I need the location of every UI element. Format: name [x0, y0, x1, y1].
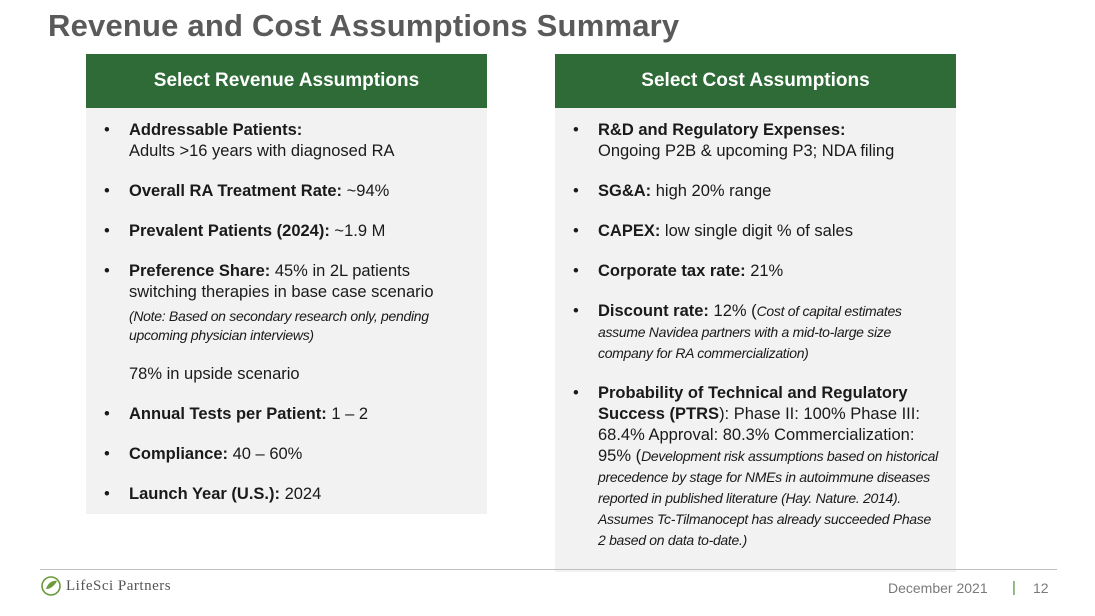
item-text: 21%: [745, 262, 784, 280]
item-note: Cost of capital estimates assume Navidea…: [598, 303, 902, 361]
bullet-icon: •: [104, 121, 110, 139]
revenue-item-addressable-patients: • Addressable Patients: Adults >16 years…: [104, 120, 469, 162]
item-label: Corporate tax rate:: [598, 262, 746, 280]
footer-separator: |: [1012, 579, 1016, 596]
cost-item-ptrs: • Probability of Technical and Regulator…: [573, 383, 938, 551]
bullet-icon: •: [573, 121, 579, 139]
revenue-item-annual-tests: • Annual Tests per Patient: 1 – 2: [104, 404, 469, 425]
bullet-icon: •: [573, 222, 579, 240]
item-label: SG&A:: [598, 182, 652, 200]
bullet-icon: •: [573, 384, 579, 402]
item-label: Probability of Technical and Regulatory …: [598, 384, 908, 423]
bullet-icon: •: [573, 182, 579, 200]
company-logo: LifeSci Partners: [40, 575, 171, 597]
item-text: 12% (: [708, 302, 757, 320]
item-text: 1 – 2: [326, 405, 369, 423]
item-text: 40 – 60%: [228, 445, 303, 463]
revenue-item-treatment-rate: • Overall RA Treatment Rate: ~94%: [104, 181, 469, 202]
item-text: Ongoing P2B & upcoming P3; NDA filing: [598, 142, 895, 160]
item-label: Preference Share:: [129, 262, 271, 280]
item-text: 2024: [279, 485, 322, 503]
item-extra: 78% in upside scenario: [129, 365, 300, 383]
item-text: Adults >16 years with diagnosed RA: [129, 142, 395, 160]
item-label: Prevalent Patients (2024):: [129, 222, 330, 240]
bullet-icon: •: [104, 405, 110, 423]
bullet-icon: •: [104, 485, 110, 503]
item-text: 45% in 2L patients switching therapies i…: [129, 262, 434, 301]
cost-panel-header: Select Cost Assumptions: [555, 54, 956, 108]
cost-item-sga: • SG&A: high 20% range: [573, 181, 938, 202]
bullet-icon: •: [104, 262, 110, 280]
item-label: Compliance:: [129, 445, 229, 463]
item-label: Overall RA Treatment Rate:: [129, 182, 343, 200]
item-label: Launch Year (U.S.):: [129, 485, 280, 503]
bullet-icon: •: [104, 182, 110, 200]
revenue-list: • Addressable Patients: Adults >16 years…: [86, 108, 487, 505]
logo-text: LifeSci Partners: [66, 577, 172, 594]
item-label: R&D and Regulatory Expenses:: [598, 121, 846, 139]
item-note: (Note: Based on secondary research only,…: [129, 308, 429, 343]
cost-item-rd-expenses: • R&D and Regulatory Expenses: Ongoing P…: [573, 120, 938, 162]
revenue-item-compliance: • Compliance: 40 – 60%: [104, 444, 469, 465]
cost-item-discount-rate: • Discount rate: 12% (Cost of capital es…: [573, 301, 938, 364]
cost-list: • R&D and Regulatory Expenses: Ongoing P…: [555, 108, 956, 551]
page-title: Revenue and Cost Assumptions Summary: [48, 8, 680, 43]
item-note: Development risk assumptions based on hi…: [598, 448, 938, 548]
item-text: ~94%: [342, 182, 390, 200]
footer-date: December 2021: [888, 580, 988, 596]
bullet-icon: •: [573, 262, 579, 280]
item-label: CAPEX:: [598, 222, 661, 240]
cost-assumptions-panel: Select Cost Assumptions • R&D and Regula…: [555, 54, 956, 572]
cost-item-capex: • CAPEX: low single digit % of sales: [573, 221, 938, 242]
item-label: Annual Tests per Patient:: [129, 405, 327, 423]
item-text: ~1.9 M: [329, 222, 386, 240]
revenue-item-prevalent-patients: • Prevalent Patients (2024): ~1.9 M: [104, 221, 469, 242]
revenue-item-preference-share: • Preference Share: 45% in 2L patients s…: [104, 261, 469, 385]
revenue-item-launch-year: • Launch Year (U.S.): 2024: [104, 484, 469, 505]
item-text: ): Phase II: 100% Phase III: 68.4% Appro…: [598, 405, 920, 465]
cost-item-tax-rate: • Corporate tax rate: 21%: [573, 261, 938, 282]
item-label: Discount rate:: [598, 302, 709, 320]
bullet-icon: •: [104, 445, 110, 463]
item-label: Addressable Patients:: [129, 121, 303, 139]
bullet-icon: •: [573, 302, 579, 320]
revenue-assumptions-panel: Select Revenue Assumptions • Addressable…: [86, 54, 487, 514]
revenue-panel-header: Select Revenue Assumptions: [86, 54, 487, 108]
leaf-logo-icon: [40, 575, 62, 597]
item-text: low single digit % of sales: [660, 222, 853, 240]
page-number: 12: [1033, 580, 1049, 596]
bullet-icon: •: [104, 222, 110, 240]
item-text: high 20% range: [651, 182, 772, 200]
footer-divider: [40, 569, 1057, 570]
